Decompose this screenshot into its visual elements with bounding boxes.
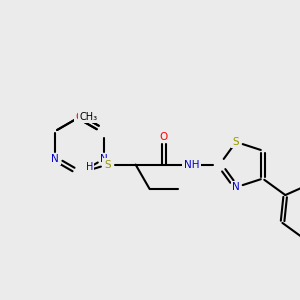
Text: NH: NH bbox=[184, 160, 199, 170]
Text: N: N bbox=[100, 154, 108, 164]
Text: O: O bbox=[160, 132, 168, 142]
Text: H: H bbox=[85, 162, 93, 172]
Text: O: O bbox=[76, 112, 84, 122]
Text: N: N bbox=[52, 154, 59, 164]
Text: S: S bbox=[233, 137, 239, 147]
Text: CH₃: CH₃ bbox=[80, 112, 98, 122]
Text: S: S bbox=[104, 160, 111, 170]
Text: N: N bbox=[232, 182, 240, 192]
